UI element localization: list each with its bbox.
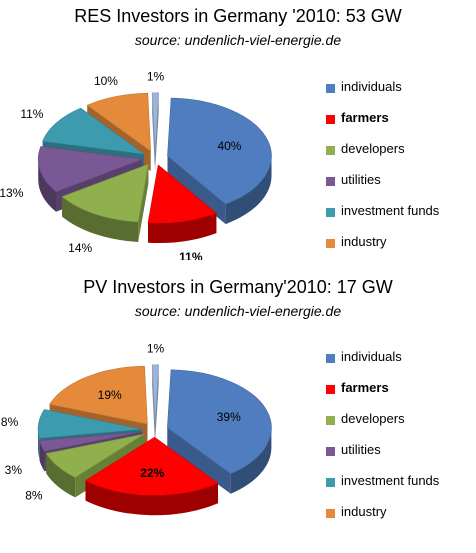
data-label-investment-funds: 11% bbox=[20, 107, 43, 121]
chart-2-legend: individuals farmers developers utilities inv… bbox=[322, 349, 476, 535]
legend-swatch bbox=[326, 84, 335, 93]
slice-utilities bbox=[39, 431, 143, 452]
data-label-farmers: 11% bbox=[179, 250, 203, 260]
slice-developers bbox=[45, 433, 145, 478]
slice-individuals bbox=[167, 369, 272, 475]
data-label-developers: 8% bbox=[25, 489, 43, 503]
legend-swatch bbox=[326, 146, 335, 155]
data-label-individuals: 40% bbox=[217, 139, 241, 153]
legend-swatch bbox=[326, 478, 335, 487]
legend-label: investment funds bbox=[341, 203, 440, 218]
legend-swatch bbox=[326, 208, 335, 217]
legend-swatch bbox=[326, 177, 335, 186]
slice-farmers bbox=[84, 436, 219, 496]
slice-investment-funds bbox=[42, 107, 145, 155]
chart-1-pie: 40% 11% 14% 13% 11% 10% 1% bbox=[0, 70, 272, 260]
legend-item-farmers: farmers bbox=[322, 380, 476, 411]
legend-item-industry: industry bbox=[322, 504, 476, 535]
slice-other bbox=[151, 364, 159, 423]
data-label-farmers: 22% bbox=[140, 466, 164, 480]
legend-label: farmers bbox=[341, 110, 389, 125]
data-label-other: 1% bbox=[147, 70, 165, 84]
legend-label: individuals bbox=[341, 349, 402, 364]
legend-label: developers bbox=[341, 141, 405, 156]
data-label-utilities: 3% bbox=[5, 463, 23, 477]
slice-individuals bbox=[167, 97, 272, 205]
slice-industry bbox=[86, 92, 151, 152]
legend-item-developers: developers bbox=[322, 411, 476, 442]
slice-other bbox=[151, 92, 159, 151]
legend-item-investment-funds: investment funds bbox=[322, 473, 476, 504]
chart-2-title: PV Investors in Germany'2010: 17 GW bbox=[83, 277, 393, 297]
data-label-individuals: 39% bbox=[217, 410, 241, 424]
chart-2-pie: 39%22%8%3%8%19%1% bbox=[1, 342, 272, 516]
legend-item-investment-funds: investment funds bbox=[322, 203, 476, 234]
legend-item-individuals: individuals bbox=[322, 349, 476, 380]
legend-label: individuals bbox=[341, 79, 402, 94]
legend-swatch bbox=[326, 385, 335, 394]
data-label-other: 1% bbox=[147, 342, 165, 356]
slice-industry bbox=[49, 365, 148, 425]
legend-item-developers: developers bbox=[322, 141, 476, 172]
legend-item-utilities: utilities bbox=[322, 442, 476, 473]
chart-1-legend: individuals farmers developers utilities inv… bbox=[322, 79, 476, 265]
legend-label: industry bbox=[341, 504, 387, 519]
legend-swatch bbox=[326, 239, 335, 248]
slice-investment-funds bbox=[37, 409, 143, 439]
legend-label: utilities bbox=[341, 172, 381, 187]
legend-label: utilities bbox=[341, 442, 381, 457]
data-label-industry: 19% bbox=[98, 388, 122, 402]
chart-1-subtitle: source: undenlich-viel-energie.de bbox=[134, 32, 342, 48]
chart-2-subtitle: source: undenlich-viel-energie.de bbox=[134, 303, 342, 319]
legend-item-utilities: utilities bbox=[322, 172, 476, 203]
legend-item-farmers: farmers bbox=[322, 110, 476, 141]
slice-utilities bbox=[37, 146, 143, 193]
legend-item-individuals: individuals bbox=[322, 79, 476, 110]
legend-swatch bbox=[326, 354, 335, 363]
legend-label: investment funds bbox=[341, 473, 440, 488]
legend-swatch bbox=[326, 447, 335, 456]
legend-item-industry: industry bbox=[322, 234, 476, 265]
slice-farmers bbox=[147, 164, 217, 224]
data-label-developers: 14% bbox=[68, 241, 92, 255]
chart-1-title: RES Investors in Germany '2010: 53 GW bbox=[74, 6, 402, 26]
slice-developers bbox=[61, 163, 149, 223]
legend-swatch bbox=[326, 509, 335, 518]
legend-label: developers bbox=[341, 411, 405, 426]
legend-label: industry bbox=[341, 234, 387, 249]
data-label-industry: 10% bbox=[94, 74, 118, 88]
data-label-investment-funds: 8% bbox=[1, 415, 19, 429]
legend-swatch bbox=[326, 115, 335, 124]
data-label-utilities: 13% bbox=[0, 186, 24, 200]
legend-swatch bbox=[326, 416, 335, 425]
legend-label: farmers bbox=[341, 380, 389, 395]
